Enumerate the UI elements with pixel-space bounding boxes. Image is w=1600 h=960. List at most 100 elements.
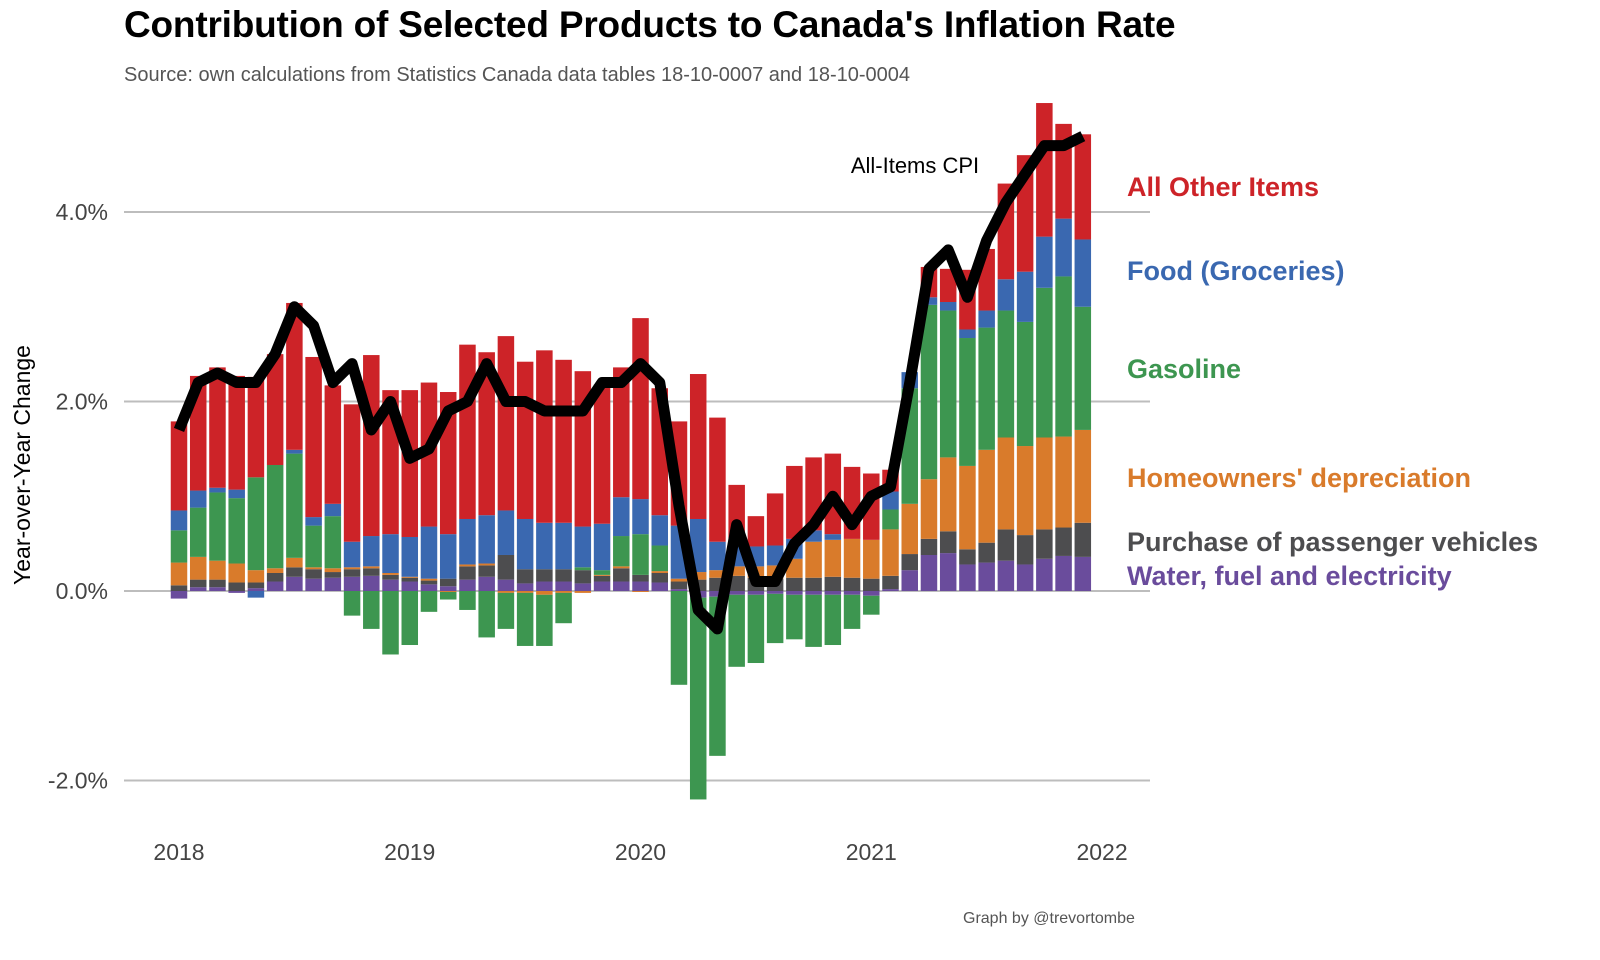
bar-segment-gasoline [324, 516, 342, 569]
bar-segment-all-other-items [209, 367, 226, 488]
bar-segment-gasoline [555, 592, 572, 624]
x-tick-label: 2018 [153, 839, 204, 865]
bar-segment-water-fuel-and-electricity [170, 591, 188, 599]
bar-segment-water-fuel-and-electricity [843, 591, 861, 595]
bar-segment-water-fuel-and-electricity [189, 587, 207, 591]
x-tick-label: 2021 [846, 839, 897, 865]
bar-segment-food-groceries [593, 523, 611, 571]
bar-segment-water-fuel-and-electricity [459, 579, 476, 591]
bar-stack-2018-12 [382, 390, 399, 655]
bar-segment-purchase-of-passenger-vehicles [459, 566, 476, 580]
bar-stack-2019-08 [536, 350, 553, 646]
y-tick-label: 4.0% [56, 199, 108, 225]
bar-segment-homeowners-depreciation [920, 479, 938, 539]
bar-segment-gasoline [786, 594, 803, 640]
bar-stack-2018-07 [286, 302, 303, 591]
bar-segment-gasoline [670, 591, 688, 685]
bar-segment-homeowners-depreciation [843, 538, 861, 578]
bar-segment-water-fuel-and-electricity [651, 582, 668, 591]
bar-segment-food-groceries [189, 490, 207, 508]
bar-segment-purchase-of-passenger-vehicles [555, 569, 572, 582]
bar-segment-homeowners-depreciation [632, 591, 649, 592]
bar-segment-gasoline [651, 545, 668, 572]
bar-stack-2018-03 [209, 367, 226, 591]
bar-stack-2019-11 [593, 384, 611, 591]
bar-segment-all-other-items [459, 344, 476, 519]
bar-segment-purchase-of-passenger-vehicles [574, 570, 592, 584]
bar-segment-homeowners-depreciation [593, 574, 611, 576]
bar-segment-all-other-items [632, 318, 649, 500]
bar-segment-gasoline [516, 592, 534, 646]
bar-segment-water-fuel-and-electricity [805, 591, 822, 595]
bar-segment-all-other-items [266, 354, 284, 465]
bar-segment-all-other-items [939, 268, 957, 303]
bar-segment-food-groceries [709, 541, 726, 571]
bar-segment-all-other-items [1036, 103, 1053, 237]
bar-segment-water-fuel-and-electricity [997, 560, 1015, 591]
bar-segment-food-groceries [363, 536, 380, 567]
bar-segment-water-fuel-and-electricity [555, 581, 572, 591]
bar-segment-purchase-of-passenger-vehicles [247, 582, 265, 589]
legend-label-gasoline: Gasoline [1127, 354, 1241, 384]
bar-segment-all-other-items [555, 359, 572, 523]
bar-segment-water-fuel-and-electricity [882, 589, 899, 591]
stacked-bars [170, 103, 1092, 800]
bar-segment-homeowners-depreciation [170, 562, 188, 586]
bar-segment-food-groceries [439, 534, 457, 579]
bar-segment-homeowners-depreciation [247, 570, 265, 583]
bar-segment-gasoline [689, 597, 707, 800]
y-tick-label: 2.0% [56, 389, 108, 415]
bar-segment-food-groceries [1016, 271, 1034, 322]
bar-segment-homeowners-depreciation [959, 465, 976, 550]
bar-segment-purchase-of-passenger-vehicles [1074, 522, 1092, 557]
bar-segment-food-groceries [959, 329, 976, 339]
bar-segment-gasoline [382, 591, 399, 655]
bar-segment-homeowners-depreciation [824, 539, 842, 577]
bar-segment-water-fuel-and-electricity [228, 591, 245, 593]
bar-segment-purchase-of-passenger-vehicles [978, 542, 995, 563]
bar-segment-all-other-items [613, 367, 630, 498]
bar-segment-purchase-of-passenger-vehicles [670, 581, 688, 590]
bar-segment-water-fuel-and-electricity [420, 584, 438, 591]
bar-segment-homeowners-depreciation [497, 591, 515, 593]
bar-segment-water-fuel-and-electricity [382, 579, 399, 591]
bar-segment-water-fuel-and-electricity [709, 591, 726, 597]
bar-segment-food-groceries [824, 534, 842, 540]
bar-segment-gasoline [266, 464, 284, 569]
bar-segment-gasoline [401, 591, 419, 646]
bar-segment-all-other-items [170, 421, 188, 511]
bar-segment-water-fuel-and-electricity [1036, 558, 1053, 591]
bar-segment-gasoline [920, 304, 938, 480]
bar-stack-2021-05 [939, 268, 957, 591]
attribution-caption: Graph by @trevortombe [963, 910, 1135, 927]
bar-segment-purchase-of-passenger-vehicles [901, 554, 918, 571]
bar-segment-water-fuel-and-electricity [863, 591, 880, 596]
bar-segment-homeowners-depreciation [478, 563, 495, 566]
bar-segment-water-fuel-and-electricity [266, 581, 284, 591]
bar-stack-2018-08 [305, 356, 322, 591]
bar-segment-water-fuel-and-electricity [516, 583, 534, 591]
bar-segment-purchase-of-passenger-vehicles [593, 575, 611, 582]
bar-segment-food-groceries [536, 522, 553, 570]
y-axis-label: Year-over-Year Change [9, 345, 35, 585]
bar-stack-2018-01 [170, 421, 188, 599]
bar-segment-purchase-of-passenger-vehicles [343, 569, 361, 577]
bar-segment-gasoline [863, 595, 880, 615]
bar-segment-purchase-of-passenger-vehicles [613, 568, 630, 582]
bar-segment-purchase-of-passenger-vehicles [382, 574, 399, 580]
bar-segment-all-other-items [689, 374, 707, 519]
bar-segment-gasoline [978, 327, 995, 450]
legend-label-homeowners-depreciation: Homeowners' depreciation [1127, 463, 1471, 493]
bar-segment-homeowners-depreciation [1016, 446, 1034, 536]
bar-segment-gasoline [536, 594, 553, 646]
bar-segment-water-fuel-and-electricity [824, 591, 842, 595]
bar-segment-homeowners-depreciation [1055, 436, 1072, 528]
bar-segment-water-fuel-and-electricity [1055, 555, 1072, 591]
bar-segment-gasoline [1055, 276, 1072, 437]
bar-segment-water-fuel-and-electricity [536, 581, 553, 591]
bar-segment-purchase-of-passenger-vehicles [516, 569, 534, 584]
legend-label-food-groceries: Food (Groceries) [1127, 256, 1345, 286]
bar-segment-all-other-items [343, 404, 361, 542]
bar-segment-all-other-items [497, 336, 515, 511]
